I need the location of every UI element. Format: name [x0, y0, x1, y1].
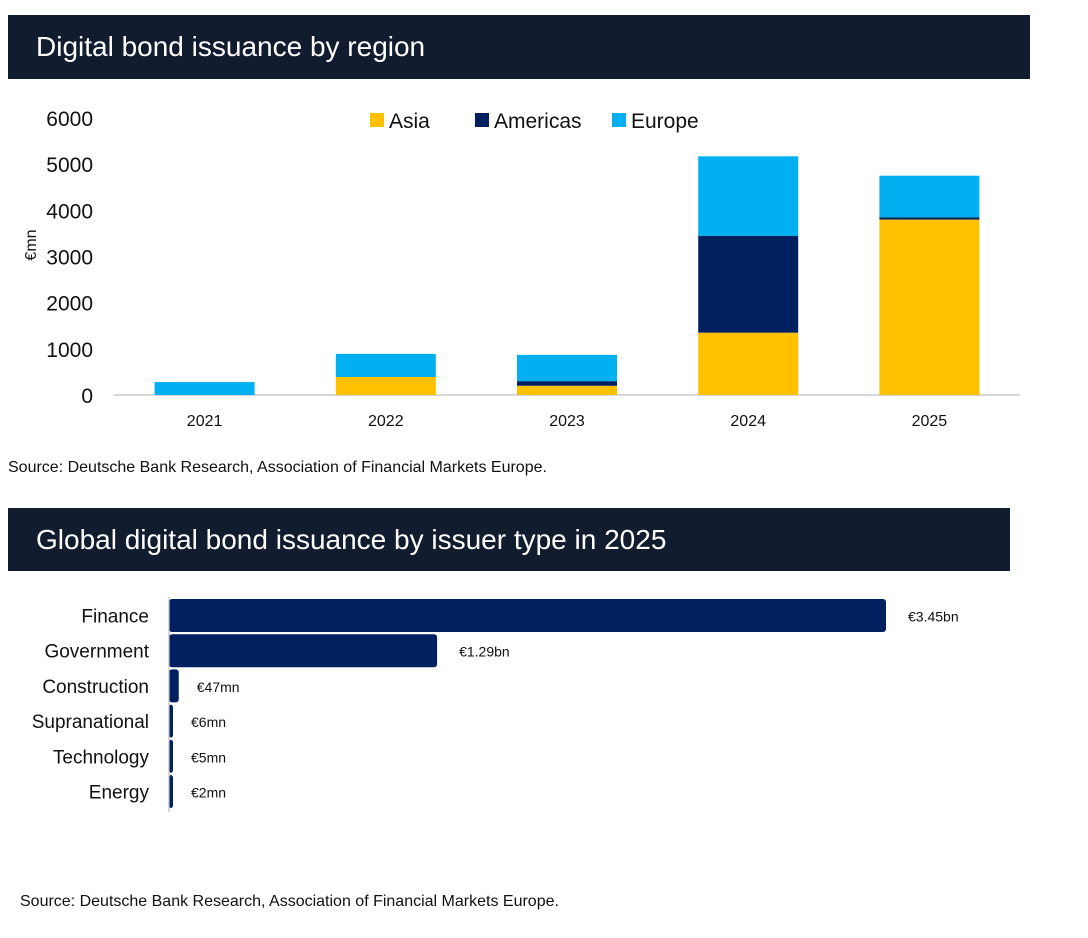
- bar-segment-europe: [335, 353, 436, 377]
- data-label: €47mn: [197, 679, 240, 695]
- bar-segment-europe: [698, 156, 799, 236]
- bar-segment-asia: [879, 219, 980, 395]
- bar-segment-europe: [517, 354, 617, 382]
- bar-supranational: [169, 704, 173, 738]
- y-tick-label: 3000: [46, 247, 93, 270]
- legend-swatch-asia: [370, 113, 384, 127]
- category-label: Technology: [53, 747, 150, 768]
- bar-segment-asia: [335, 376, 436, 395]
- bar-segment-asia: [517, 385, 617, 395]
- y-tick-label: 1000: [46, 339, 93, 362]
- x-tick-label: 2021: [187, 413, 223, 430]
- bar-energy: [169, 775, 173, 808]
- data-label: €3.45bn: [908, 609, 959, 625]
- data-label: €1.29bn: [459, 644, 510, 660]
- x-tick-label: 2022: [368, 413, 404, 430]
- category-label: Supranational: [32, 712, 149, 733]
- legend-label-asia: Asia: [389, 110, 430, 133]
- y-tick-label: 2000: [46, 293, 93, 316]
- category-label: Finance: [81, 607, 149, 628]
- x-tick-label: 2024: [730, 413, 766, 430]
- x-tick-label: 2025: [912, 413, 948, 430]
- legend-label-americas: Americas: [494, 110, 582, 133]
- bar-government: [169, 634, 438, 668]
- y-tick-label: 4000: [46, 200, 93, 223]
- chart1-source: Source: Deutsche Bank Research, Associat…: [8, 459, 547, 476]
- bar-segment-americas: [698, 235, 799, 333]
- bar-finance: [169, 599, 886, 632]
- bar-segment-asia: [698, 332, 799, 395]
- data-label: €5mn: [191, 749, 226, 765]
- y-tick-label: 0: [81, 385, 93, 408]
- bar-technology: [169, 739, 173, 773]
- bar-segment-europe: [879, 175, 980, 218]
- y-tick-label: 5000: [46, 154, 93, 177]
- legend-label-europe: Europe: [631, 110, 699, 133]
- bar-construction: [169, 669, 179, 703]
- data-label: €6mn: [191, 714, 226, 730]
- legend-swatch-europe: [612, 113, 626, 127]
- chart2-title: Global digital bond issuance by issuer t…: [36, 523, 667, 555]
- category-label: Energy: [89, 783, 150, 804]
- data-label: €2mn: [191, 785, 226, 801]
- chart1-title: Digital bond issuance by region: [36, 31, 426, 62]
- category-label: Construction: [42, 677, 149, 698]
- chart1-title-banner: Digital bond issuance by region: [8, 15, 1030, 79]
- y-tick-label: 6000: [46, 108, 93, 131]
- chart2-source: Source: Deutsche Bank Research, Associat…: [20, 893, 559, 910]
- bar-segment-americas: [517, 381, 617, 386]
- y-axis-label: €mn: [23, 229, 40, 260]
- bar-segment-americas: [879, 217, 980, 220]
- legend-swatch-americas: [475, 113, 489, 127]
- bar-segment-europe: [154, 382, 255, 395]
- x-tick-label: 2023: [549, 413, 585, 430]
- chart2-title-banner: Global digital bond issuance by issuer t…: [8, 508, 1010, 571]
- category-label: Government: [44, 642, 149, 663]
